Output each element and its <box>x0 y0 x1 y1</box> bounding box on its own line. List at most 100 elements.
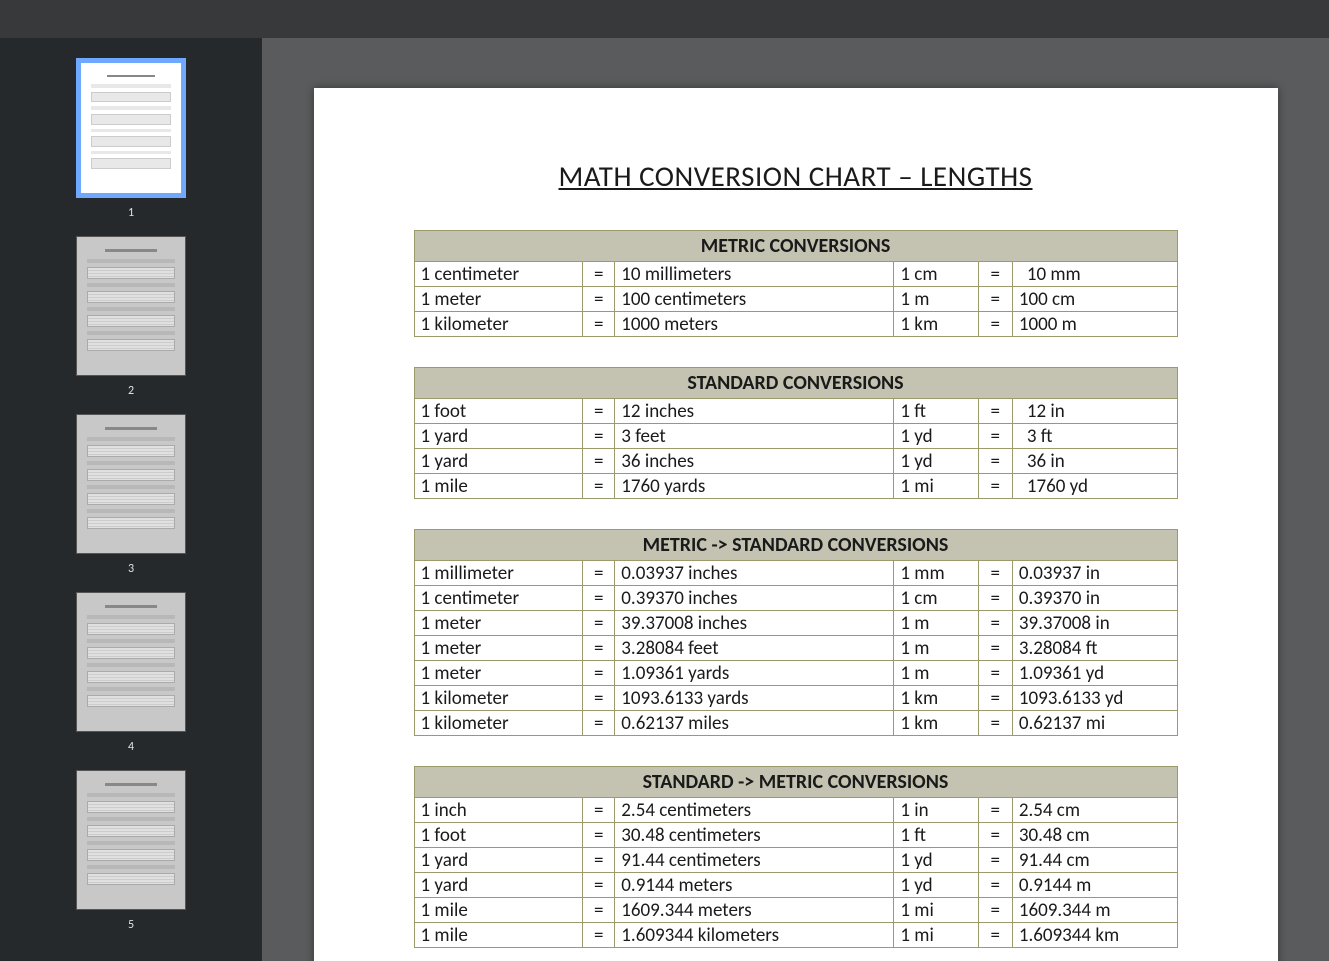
cell-unit: 1 mile <box>414 923 583 948</box>
cell-eq: = <box>583 611 615 636</box>
cell-abbr: 1 cm <box>894 586 978 611</box>
thumbnail-2[interactable]: 2 <box>0 236 262 398</box>
cell-unit: 1 yard <box>414 873 583 898</box>
cell-eq2: = <box>978 873 1012 898</box>
section-table-1: STANDARD CONVERSIONS1 foot=12 inches1 ft… <box>414 367 1178 499</box>
cell-abbr: 1 m <box>894 636 978 661</box>
cell-eq: = <box>583 636 615 661</box>
cell-value: 1000 meters <box>615 312 894 337</box>
cell-eq: = <box>583 474 615 499</box>
cell-eq2: = <box>978 686 1012 711</box>
cell-unit: 1 kilometer <box>414 711 583 736</box>
table-row: 1 centimeter=0.39370 inches1 cm=0.39370 … <box>414 586 1177 611</box>
cell-eq: = <box>583 686 615 711</box>
cell-eq2: = <box>978 798 1012 823</box>
cell-abbr: 1 mi <box>894 923 978 948</box>
cell-eq2: = <box>978 923 1012 948</box>
cell-abbr: 1 m <box>894 611 978 636</box>
thumbnail-number-4: 4 <box>128 740 134 754</box>
section-table-3: STANDARD -> METRIC CONVERSIONS1 inch=2.5… <box>414 766 1178 948</box>
cell-short: 10 mm <box>1012 262 1177 287</box>
cell-unit: 1 meter <box>414 287 583 312</box>
cell-value: 100 centimeters <box>615 287 894 312</box>
table-row: 1 inch=2.54 centimeters1 in=2.54 cm <box>414 798 1177 823</box>
cell-abbr: 1 in <box>894 798 978 823</box>
section-header-3: STANDARD -> METRIC CONVERSIONS <box>414 767 1177 798</box>
cell-value: 12 inches <box>615 399 894 424</box>
cell-unit: 1 centimeter <box>414 586 583 611</box>
cell-abbr: 1 mi <box>894 474 978 499</box>
thumbnail-number-2: 2 <box>128 384 134 398</box>
cell-value: 3 feet <box>615 424 894 449</box>
cell-eq: = <box>583 823 615 848</box>
cell-short: 0.03937 in <box>1012 561 1177 586</box>
cell-short: 1093.6133 yd <box>1012 686 1177 711</box>
cell-short: 1.09361 yd <box>1012 661 1177 686</box>
thumbnail-image-2[interactable] <box>76 236 186 376</box>
cell-eq: = <box>583 449 615 474</box>
cell-short: 1000 m <box>1012 312 1177 337</box>
thumbnail-image-1[interactable] <box>76 58 186 198</box>
thumbnail-image-4[interactable] <box>76 592 186 732</box>
table-row: 1 meter=100 centimeters1 m=100 cm <box>414 287 1177 312</box>
thumbnail-image-3[interactable] <box>76 414 186 554</box>
cell-eq2: = <box>978 287 1012 312</box>
thumbnail-4[interactable]: 4 <box>0 592 262 754</box>
thumbnail-number-1: 1 <box>128 206 134 220</box>
cell-value: 30.48 centimeters <box>615 823 894 848</box>
cell-short: 1609.344 m <box>1012 898 1177 923</box>
table-row: 1 foot=30.48 centimeters1 ft=30.48 cm <box>414 823 1177 848</box>
table-row: 1 millimeter=0.03937 inches1 mm=0.03937 … <box>414 561 1177 586</box>
cell-value: 10 millimeters <box>615 262 894 287</box>
cell-unit: 1 foot <box>414 823 583 848</box>
cell-short: 36 in <box>1012 449 1177 474</box>
toolbar <box>0 0 1329 38</box>
cell-value: 0.9144 meters <box>615 873 894 898</box>
cell-value: 39.37008 inches <box>615 611 894 636</box>
cell-abbr: 1 yd <box>894 848 978 873</box>
cell-eq2: = <box>978 449 1012 474</box>
table-row: 1 yard=91.44 centimeters1 yd=91.44 cm <box>414 848 1177 873</box>
cell-abbr: 1 ft <box>894 399 978 424</box>
cell-abbr: 1 km <box>894 312 978 337</box>
cell-unit: 1 kilometer <box>414 686 583 711</box>
cell-abbr: 1 m <box>894 287 978 312</box>
cell-value: 91.44 centimeters <box>615 848 894 873</box>
table-row: 1 meter=3.28084 feet1 m=3.28084 ft <box>414 636 1177 661</box>
cell-unit: 1 meter <box>414 611 583 636</box>
cell-eq: = <box>583 424 615 449</box>
table-row: 1 mile=1760 yards1 mi=1760 yd <box>414 474 1177 499</box>
cell-eq2: = <box>978 848 1012 873</box>
cell-unit: 1 millimeter <box>414 561 583 586</box>
cell-short: 0.9144 m <box>1012 873 1177 898</box>
cell-eq: = <box>583 287 615 312</box>
table-row: 1 kilometer=1000 meters1 km=1000 m <box>414 312 1177 337</box>
cell-eq: = <box>583 798 615 823</box>
cell-short: 91.44 cm <box>1012 848 1177 873</box>
table-row: 1 kilometer=1093.6133 yards1 km=1093.613… <box>414 686 1177 711</box>
main-viewport[interactable]: MATH CONVERSION CHART – LENGTHS METRIC C… <box>262 38 1329 961</box>
cell-eq2: = <box>978 262 1012 287</box>
thumbnail-1[interactable]: 1 <box>0 58 262 220</box>
cell-eq: = <box>583 873 615 898</box>
table-row: 1 yard=3 feet1 yd=3 ft <box>414 424 1177 449</box>
cell-value: 1093.6133 yards <box>615 686 894 711</box>
cell-eq2: = <box>978 399 1012 424</box>
cell-abbr: 1 km <box>894 686 978 711</box>
thumbnail-3[interactable]: 3 <box>0 414 262 576</box>
cell-value: 0.39370 inches <box>615 586 894 611</box>
cell-short: 1.609344 km <box>1012 923 1177 948</box>
cell-short: 30.48 cm <box>1012 823 1177 848</box>
cell-eq: = <box>583 561 615 586</box>
section-2: METRIC -> STANDARD CONVERSIONS1 millimet… <box>414 529 1178 736</box>
thumbnail-sidebar[interactable]: 1 2 3 4 5 <box>0 38 262 961</box>
cell-abbr: 1 yd <box>894 424 978 449</box>
cell-eq: = <box>583 262 615 287</box>
thumbnail-5[interactable]: 5 <box>0 770 262 932</box>
cell-unit: 1 foot <box>414 399 583 424</box>
cell-value: 3.28084 feet <box>615 636 894 661</box>
thumbnail-image-5[interactable] <box>76 770 186 910</box>
cell-eq: = <box>583 586 615 611</box>
cell-eq: = <box>583 923 615 948</box>
cell-eq2: = <box>978 611 1012 636</box>
